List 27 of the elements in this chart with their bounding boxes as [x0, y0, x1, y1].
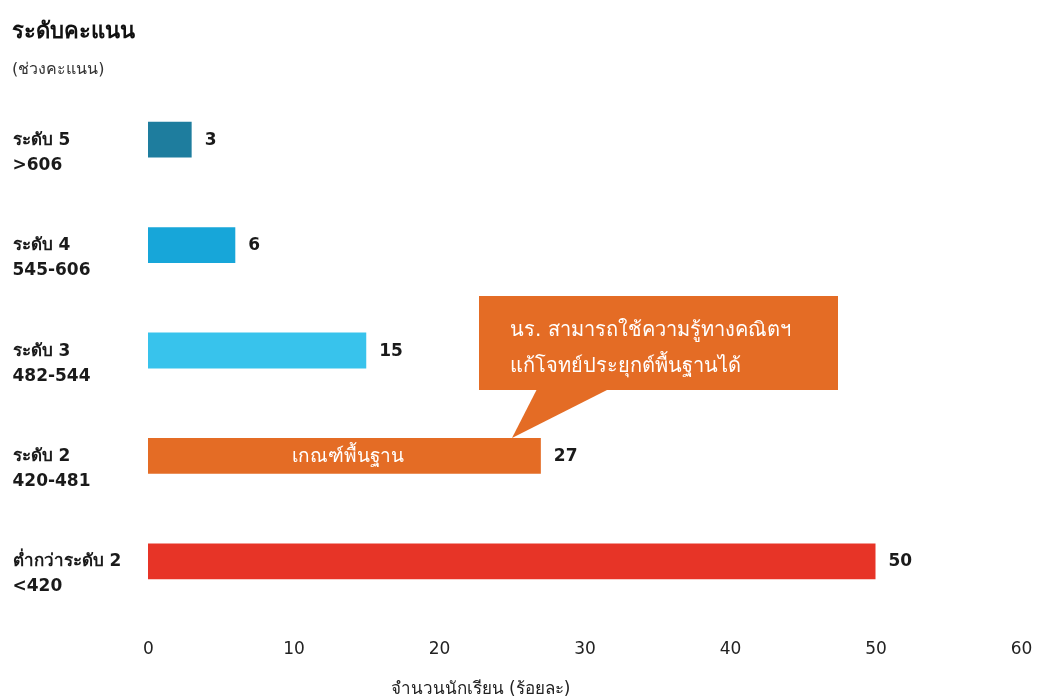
y-tick-label: ระดับ 2 420-481 — [12, 444, 91, 490]
x-tick-label: 40 — [719, 637, 742, 658]
bar — [148, 121, 192, 158]
chart-title: ระดับคะแนน — [12, 18, 135, 43]
chart-subtitle: (ช่วงคะแนน) — [12, 59, 105, 78]
x-tick-label: 50 — [865, 637, 887, 658]
x-tick-label: 10 — [283, 637, 305, 658]
bar — [148, 332, 367, 369]
x-tick-label: 20 — [428, 637, 451, 658]
data-label: 15 — [379, 339, 403, 360]
bar — [148, 437, 541, 474]
y-tick-label: ต่ำกว่าระดับ 2 <420 — [12, 548, 122, 596]
data-label: 27 — [553, 444, 578, 465]
x-tick-label: 0 — [143, 637, 154, 658]
y-tick-label: ระดับ 4 545-606 — [12, 234, 91, 280]
annotation: เกณฑ์พื้นฐาน — [292, 442, 404, 467]
data-label: 6 — [248, 234, 261, 255]
y-tick-label: ระดับ 3 482-544 — [12, 339, 91, 385]
bar — [148, 543, 876, 580]
x-axis-title: จำนวนนักเรียน (ร้อยละ) — [390, 677, 571, 698]
data-label: 3 — [204, 128, 217, 149]
y-tick-label: ระดับ 5 >606 — [12, 128, 71, 174]
bar — [148, 227, 236, 264]
x-tick-label: 60 — [1010, 637, 1033, 658]
data-label: 50 — [888, 550, 913, 571]
annotation: นร. สามารถใช้ความรู้ทางคณิตฯ แก้โจทย์ประยุกต์พื้นฐานได้ — [510, 317, 791, 378]
x-tick-label: 30 — [574, 637, 596, 658]
